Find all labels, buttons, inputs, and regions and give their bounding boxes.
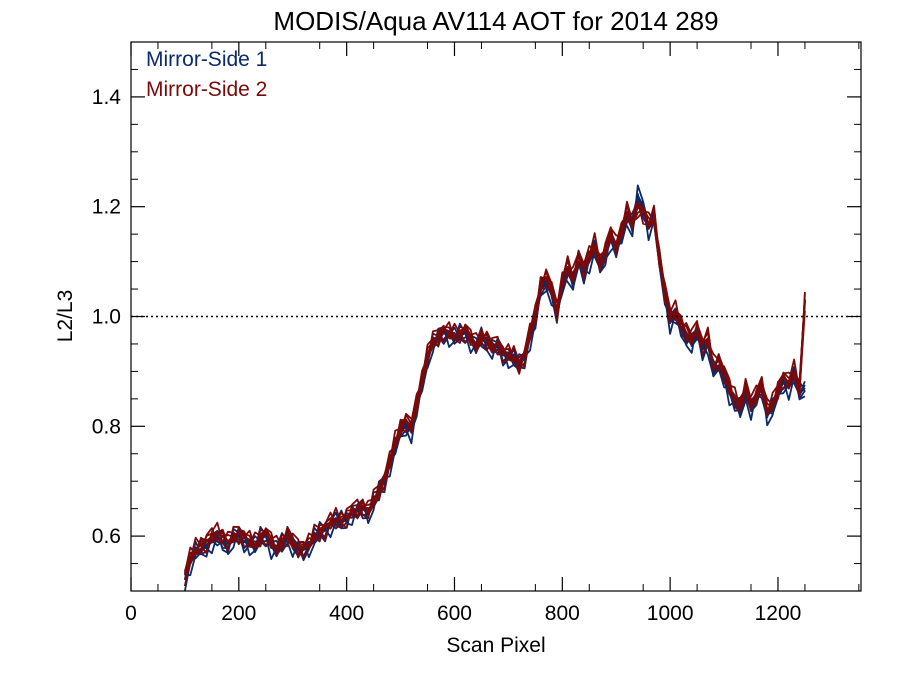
y-tick-label: 1.0: [92, 306, 121, 329]
y-tick-label: 0.8: [92, 415, 121, 438]
series-line-2-trace-2: [184, 201, 806, 572]
x-tick-label: 800: [545, 602, 580, 625]
series-layer: [183, 184, 806, 592]
x-tick-label: 600: [437, 602, 472, 625]
series-line-1: [183, 194, 806, 581]
x-axis-title: Scan Pixel: [446, 634, 545, 657]
y-axis-title: L2/L3: [54, 290, 77, 343]
series-line-2-trace-3: [184, 200, 806, 587]
series-line-2-trace-5: [184, 204, 806, 572]
series-line-2-trace-4: [184, 200, 806, 574]
series-line-1-trace-1: [184, 196, 806, 587]
legend-entry-mirror-side-2: Mirror-Side 2: [146, 78, 267, 101]
x-tick-label: 200: [221, 602, 256, 625]
chart-title: MODIS/Aqua AV114 AOT for 2014 289: [273, 6, 718, 36]
x-tick-label: 1000: [647, 602, 694, 625]
series-line-1-trace-4: [184, 192, 806, 592]
y-tick-label: 0.6: [92, 525, 121, 548]
series-line-1-trace-5: [184, 197, 806, 580]
y-tick-label: 1.4: [92, 86, 122, 109]
x-tick-label: 1200: [755, 602, 802, 625]
series-line-1-trace-3: [184, 184, 806, 577]
series-line-1-trace-2: [184, 200, 806, 576]
series-line-2-trace-1: [184, 204, 806, 572]
x-tick-label: 400: [329, 602, 364, 625]
ticks-layer: 0 200 400 600 800 1000 1200 0.6 0.8 1.0 1.2 1.4: [92, 42, 861, 625]
y-tick-label: 1.2: [92, 196, 121, 219]
series-line-2: [183, 205, 806, 575]
legend-entry-mirror-side-1: Mirror-Side 1: [146, 48, 267, 71]
x-tick-label: 0: [125, 602, 137, 625]
